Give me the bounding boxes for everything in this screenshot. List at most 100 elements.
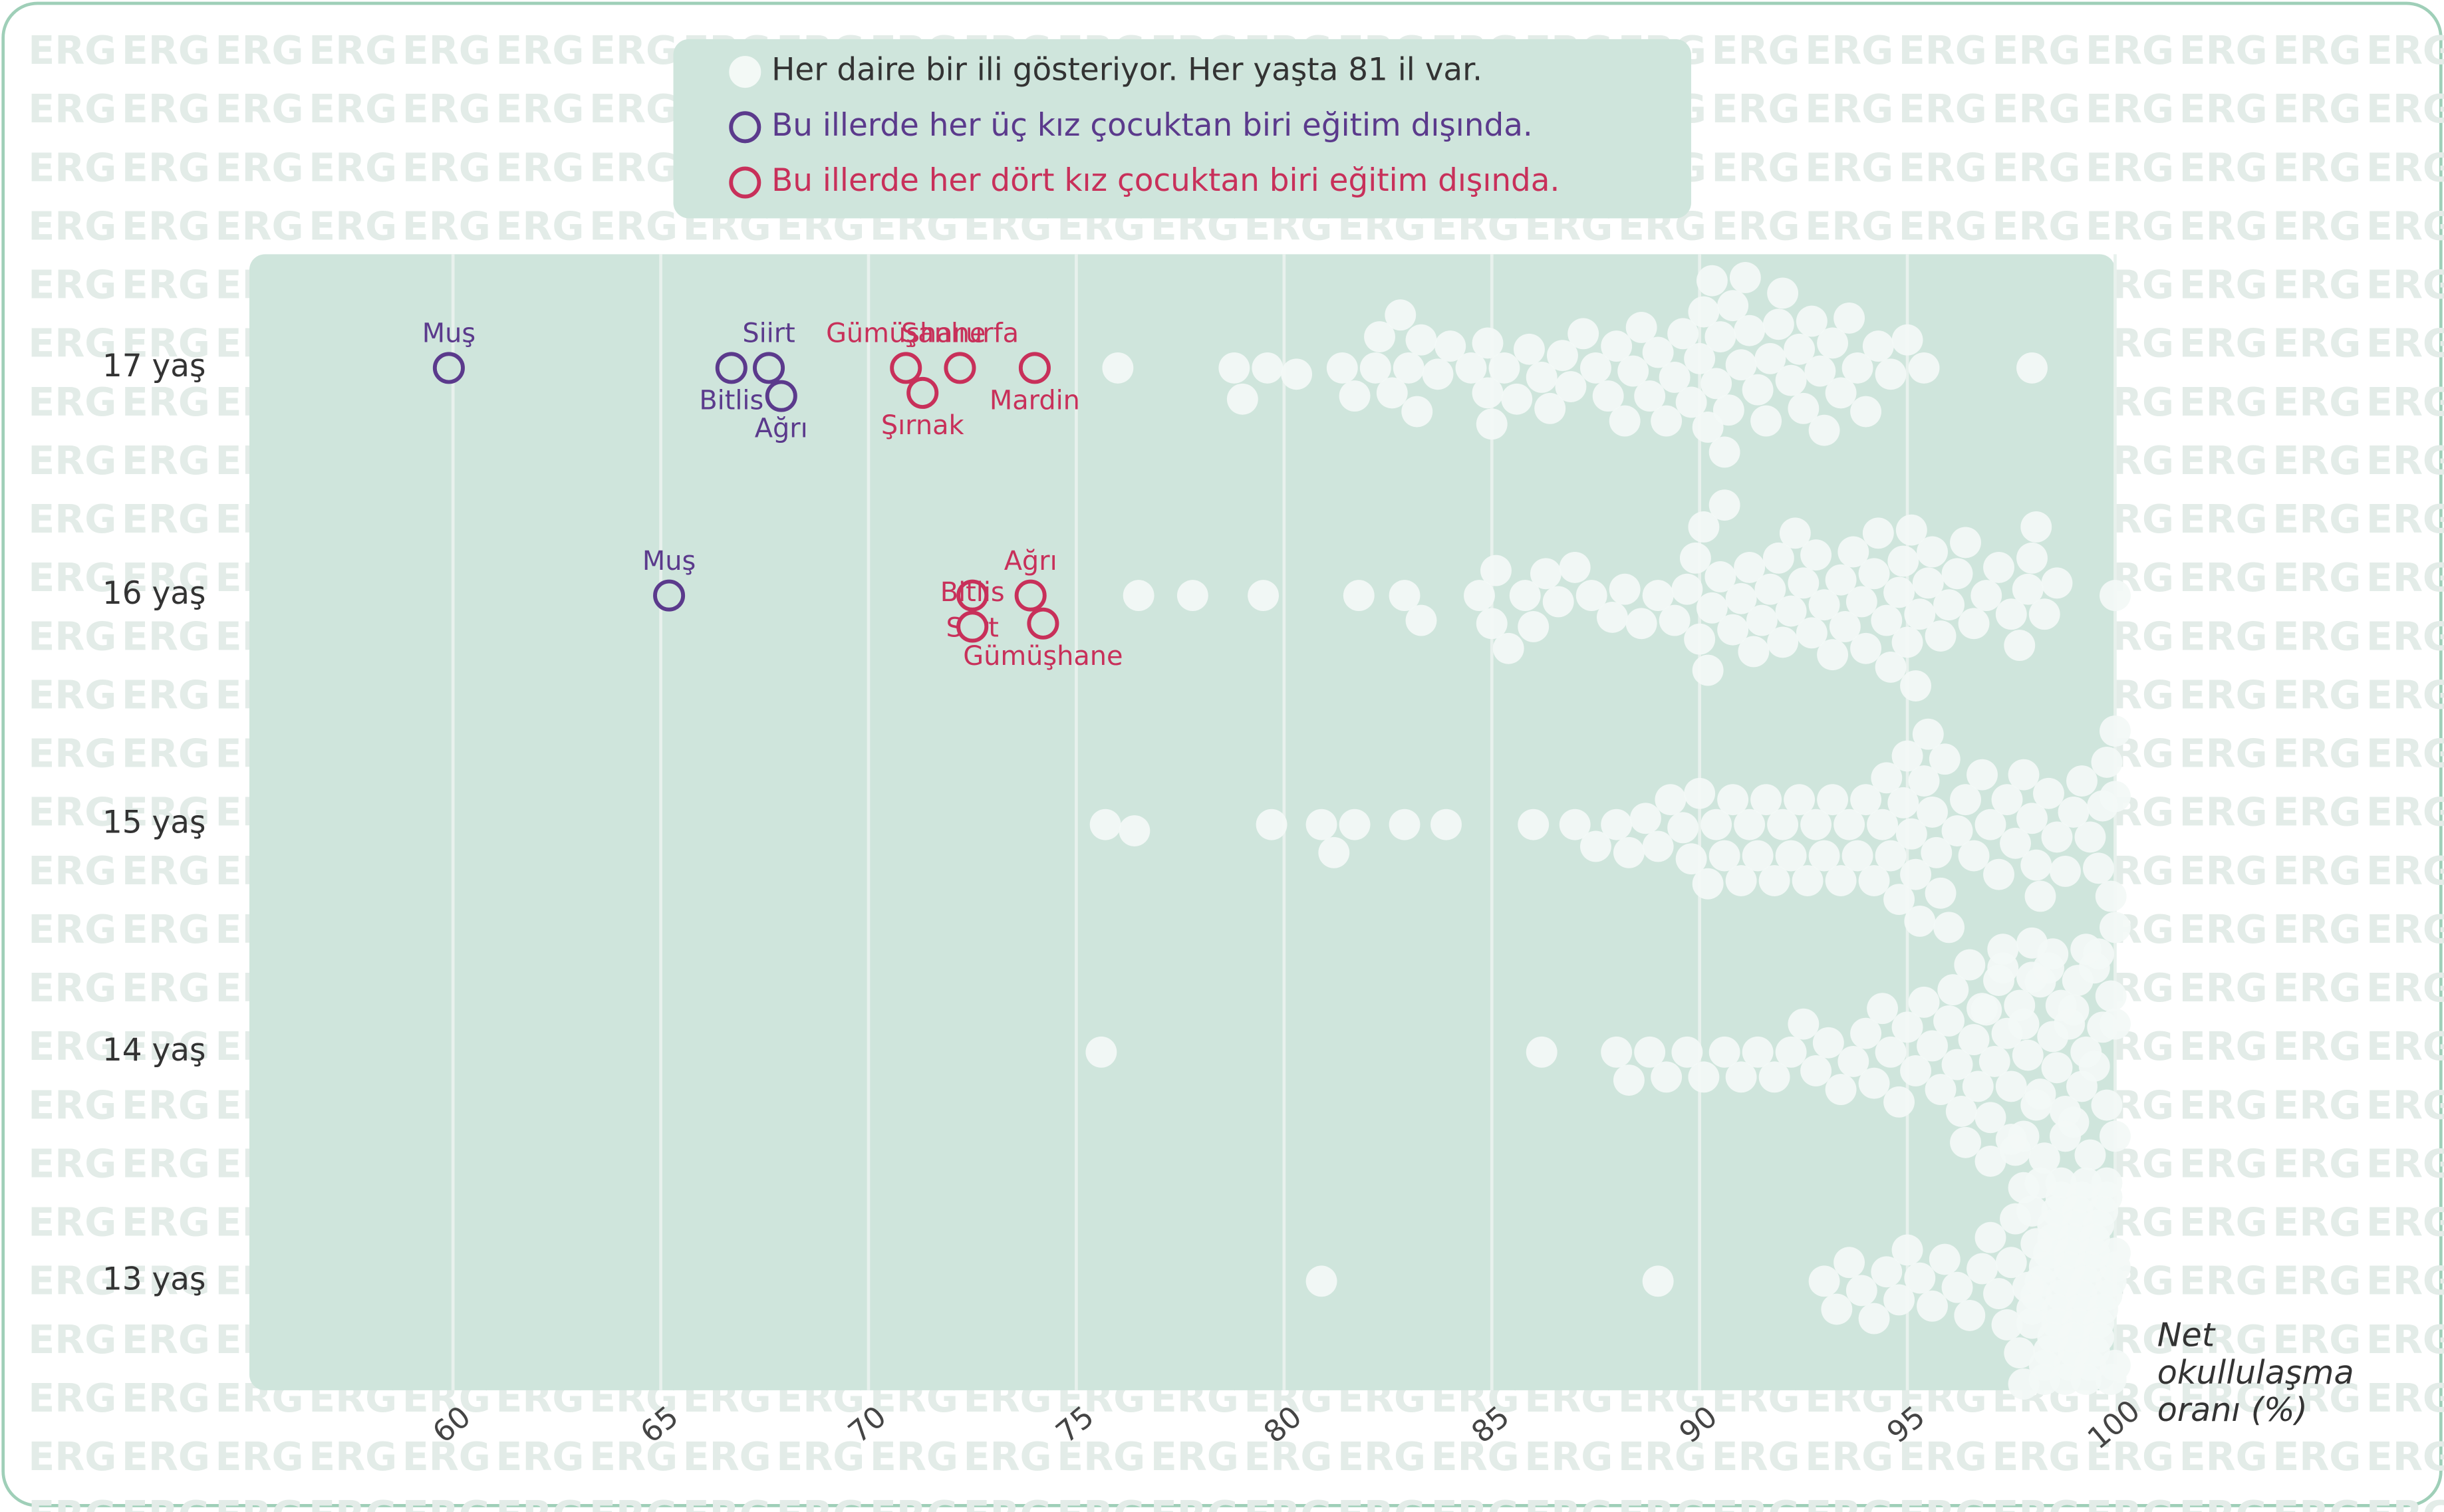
watermark: ERG [1805, 86, 1893, 132]
province-dot [1933, 1005, 1965, 1037]
province-dot [1218, 352, 1250, 384]
province-dot [1651, 405, 1683, 437]
watermark: ERG [28, 497, 116, 542]
watermark: ERG [2179, 848, 2268, 894]
watermark: ERG [1899, 28, 1987, 73]
watermark: ERG [2179, 672, 2268, 717]
x-axis-label: oranı (%) [2157, 1390, 2308, 1429]
highlight-dot [432, 352, 465, 384]
province-dot [1800, 539, 1832, 571]
province-dot [1102, 352, 1134, 384]
province-dot [1937, 974, 1969, 1005]
province-dot [1684, 623, 1716, 655]
province-dot [2008, 759, 2040, 791]
province-dot [1925, 877, 1957, 909]
watermark: ERG [122, 1376, 210, 1421]
province-dot [1717, 784, 1749, 816]
province-dot [2066, 1279, 2098, 1311]
watermark: ERG [215, 1493, 303, 1512]
watermark: ERG [2086, 1434, 2174, 1479]
watermark: ERG [1618, 1493, 1706, 1512]
watermark: ERG [683, 1493, 771, 1512]
province-dot [1725, 582, 1757, 614]
province-dot [1921, 836, 1953, 868]
province-dot [1671, 573, 1703, 605]
province-dot [1492, 632, 1524, 664]
province-dot [1480, 555, 1512, 586]
watermark: ERG [2366, 28, 2444, 73]
province-dot [2062, 1195, 2094, 1227]
highlight-label: Muş [642, 546, 696, 576]
province-dot [1967, 1253, 1998, 1285]
province-dot [1912, 567, 1944, 599]
watermark: ERG [2179, 1141, 2268, 1186]
province-dot [2028, 1349, 2060, 1381]
province-dot [1991, 784, 2023, 816]
province-dot [1788, 392, 1820, 424]
highlight-dot [653, 579, 686, 612]
watermark: ERG [2179, 1024, 2268, 1069]
province-dot [1226, 383, 1258, 415]
province-dot [2100, 715, 2131, 747]
province-dot [1983, 858, 2014, 890]
province-dot [1895, 514, 1927, 546]
watermark: ERG [2366, 555, 2444, 600]
province-dot [1758, 1061, 1790, 1093]
province-dot [1837, 536, 1869, 568]
highlight-label: Ağrı [1004, 546, 1057, 576]
province-dot [1734, 809, 1766, 840]
province-dot [1708, 840, 1740, 872]
watermark: ERG [28, 614, 116, 659]
watermark: ERG [2272, 203, 2361, 249]
watermark: ERG [1337, 1493, 1426, 1512]
province-dot [1858, 558, 1890, 590]
watermark: ERG [870, 1434, 958, 1479]
highlight-label: Gümüşhane [963, 641, 1123, 672]
province-dot [1917, 1290, 1948, 1322]
province-dot [2012, 1039, 2044, 1071]
watermark: ERG [2366, 497, 2444, 542]
watermark: ERG [122, 731, 210, 777]
watermark: ERG [309, 203, 397, 249]
province-dot [1995, 1247, 2027, 1279]
watermark: ERG [122, 1434, 210, 1479]
province-dot [1684, 342, 1716, 374]
watermark: ERG [1805, 1434, 1893, 1479]
watermark: ERG [402, 86, 491, 132]
province-dot [2050, 856, 2081, 887]
highlight-dot [765, 380, 797, 412]
watermark: ERG [2179, 438, 2268, 483]
province-dot [1339, 380, 1371, 412]
province-dot [2074, 821, 2106, 853]
province-dot [1547, 340, 1578, 372]
province-dot [1642, 830, 1674, 862]
watermark: ERG [2272, 1376, 2361, 1421]
province-dot [1767, 626, 1799, 658]
province-dot [2028, 1251, 2060, 1283]
watermark: ERG [589, 86, 678, 132]
highlight-label: Şanlıurfa [901, 318, 1019, 349]
province-dot [1305, 1265, 1337, 1297]
province-dot [2078, 1223, 2110, 1255]
watermark: ERG [1057, 1434, 1145, 1479]
province-dot [1804, 355, 1836, 387]
province-dot [1867, 993, 1899, 1025]
watermark: ERG [402, 1434, 491, 1479]
province-dot [1434, 330, 1466, 362]
highlight-dot [956, 579, 989, 612]
province-dot [1679, 542, 1711, 574]
watermark: ERG [402, 203, 491, 249]
watermark: ERG [2179, 263, 2268, 308]
province-dot [1833, 302, 1865, 334]
watermark: ERG [1431, 1434, 1520, 1479]
province-dot [2041, 567, 2073, 599]
province-dot [1900, 670, 1931, 701]
watermark: ERG [122, 965, 210, 1011]
province-dot [2008, 1008, 2040, 1040]
watermark: ERG [2366, 86, 2444, 132]
watermark: ERG [122, 1200, 210, 1245]
province-dot [2074, 1139, 2106, 1171]
watermark: ERG [309, 28, 397, 73]
province-dot [1871, 1256, 1903, 1288]
watermark: ERG [309, 145, 397, 190]
